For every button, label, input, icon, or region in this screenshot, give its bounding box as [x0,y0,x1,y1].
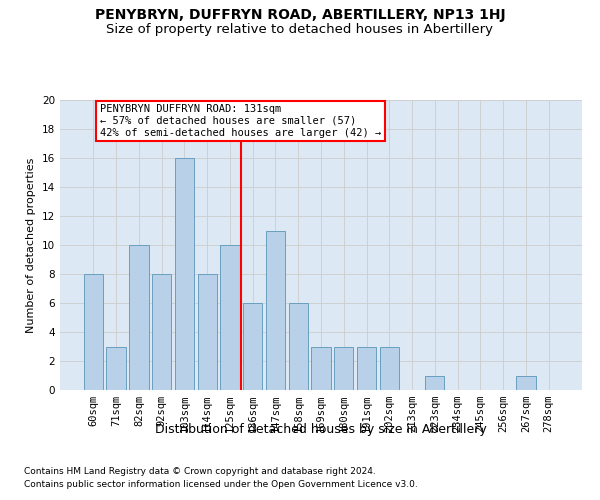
Bar [357,346,376,390]
Bar [266,230,285,390]
Bar [129,245,149,390]
Text: PENYBRYN, DUFFRYN ROAD, ABERTILLERY, NP13 1HJ: PENYBRYN, DUFFRYN ROAD, ABERTILLERY, NP1… [95,8,505,22]
Text: Contains HM Land Registry data © Crown copyright and database right 2024.: Contains HM Land Registry data © Crown c… [24,468,376,476]
Bar [106,346,126,390]
Text: Size of property relative to detached houses in Abertillery: Size of property relative to detached ho… [107,22,493,36]
Text: Contains public sector information licensed under the Open Government Licence v3: Contains public sector information licen… [24,480,418,489]
Bar [152,274,172,390]
Bar [334,346,353,390]
Bar [516,376,536,390]
Text: Distribution of detached houses by size in Abertillery: Distribution of detached houses by size … [155,422,487,436]
Bar [380,346,399,390]
Bar [175,158,194,390]
Bar [243,303,262,390]
Text: PENYBRYN DUFFRYN ROAD: 131sqm
← 57% of detached houses are smaller (57)
42% of s: PENYBRYN DUFFRYN ROAD: 131sqm ← 57% of d… [100,104,381,138]
Bar [311,346,331,390]
Bar [220,245,239,390]
Y-axis label: Number of detached properties: Number of detached properties [26,158,37,332]
Bar [197,274,217,390]
Bar [289,303,308,390]
Bar [84,274,103,390]
Bar [425,376,445,390]
